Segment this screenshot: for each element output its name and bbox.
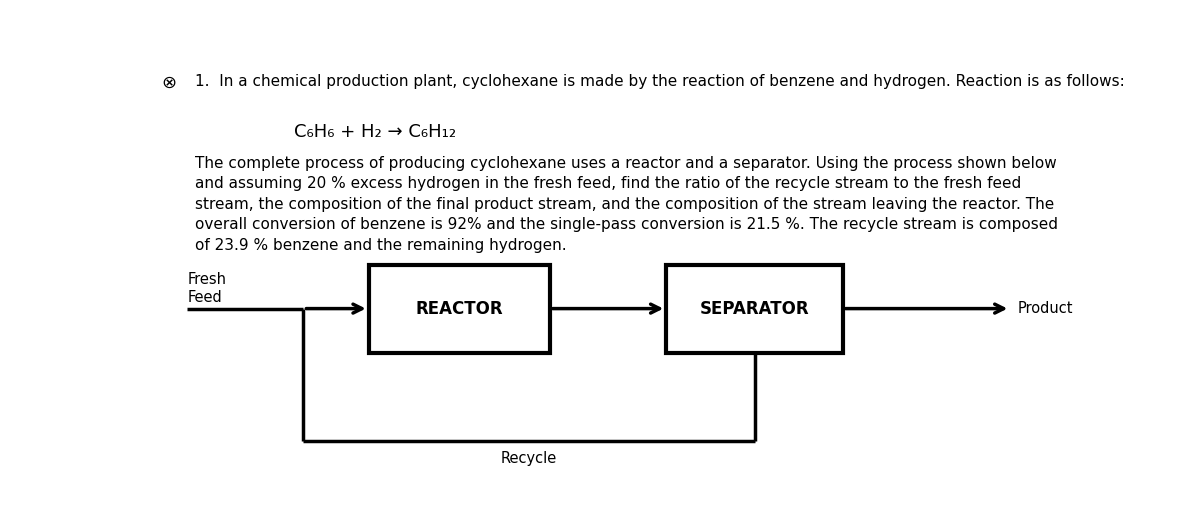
Text: The complete process of producing cyclohexane uses a reactor and a separator. Us: The complete process of producing cycloh… <box>194 156 1057 253</box>
Bar <box>666 264 842 353</box>
Text: SEPARATOR: SEPARATOR <box>700 300 809 318</box>
Text: Fresh
Feed: Fresh Feed <box>187 272 226 304</box>
Text: 1.  In a chemical production plant, cyclohexane is made by the reaction of benze: 1. In a chemical production plant, cyclo… <box>194 74 1124 89</box>
Text: Recycle: Recycle <box>500 451 557 466</box>
Text: Product: Product <box>1018 301 1073 316</box>
Text: ⊗: ⊗ <box>161 74 176 92</box>
Text: C₆H₆ + H₂ → C₆H₁₂: C₆H₆ + H₂ → C₆H₁₂ <box>294 123 456 141</box>
Bar <box>368 264 550 353</box>
Text: REACTOR: REACTOR <box>415 300 503 318</box>
